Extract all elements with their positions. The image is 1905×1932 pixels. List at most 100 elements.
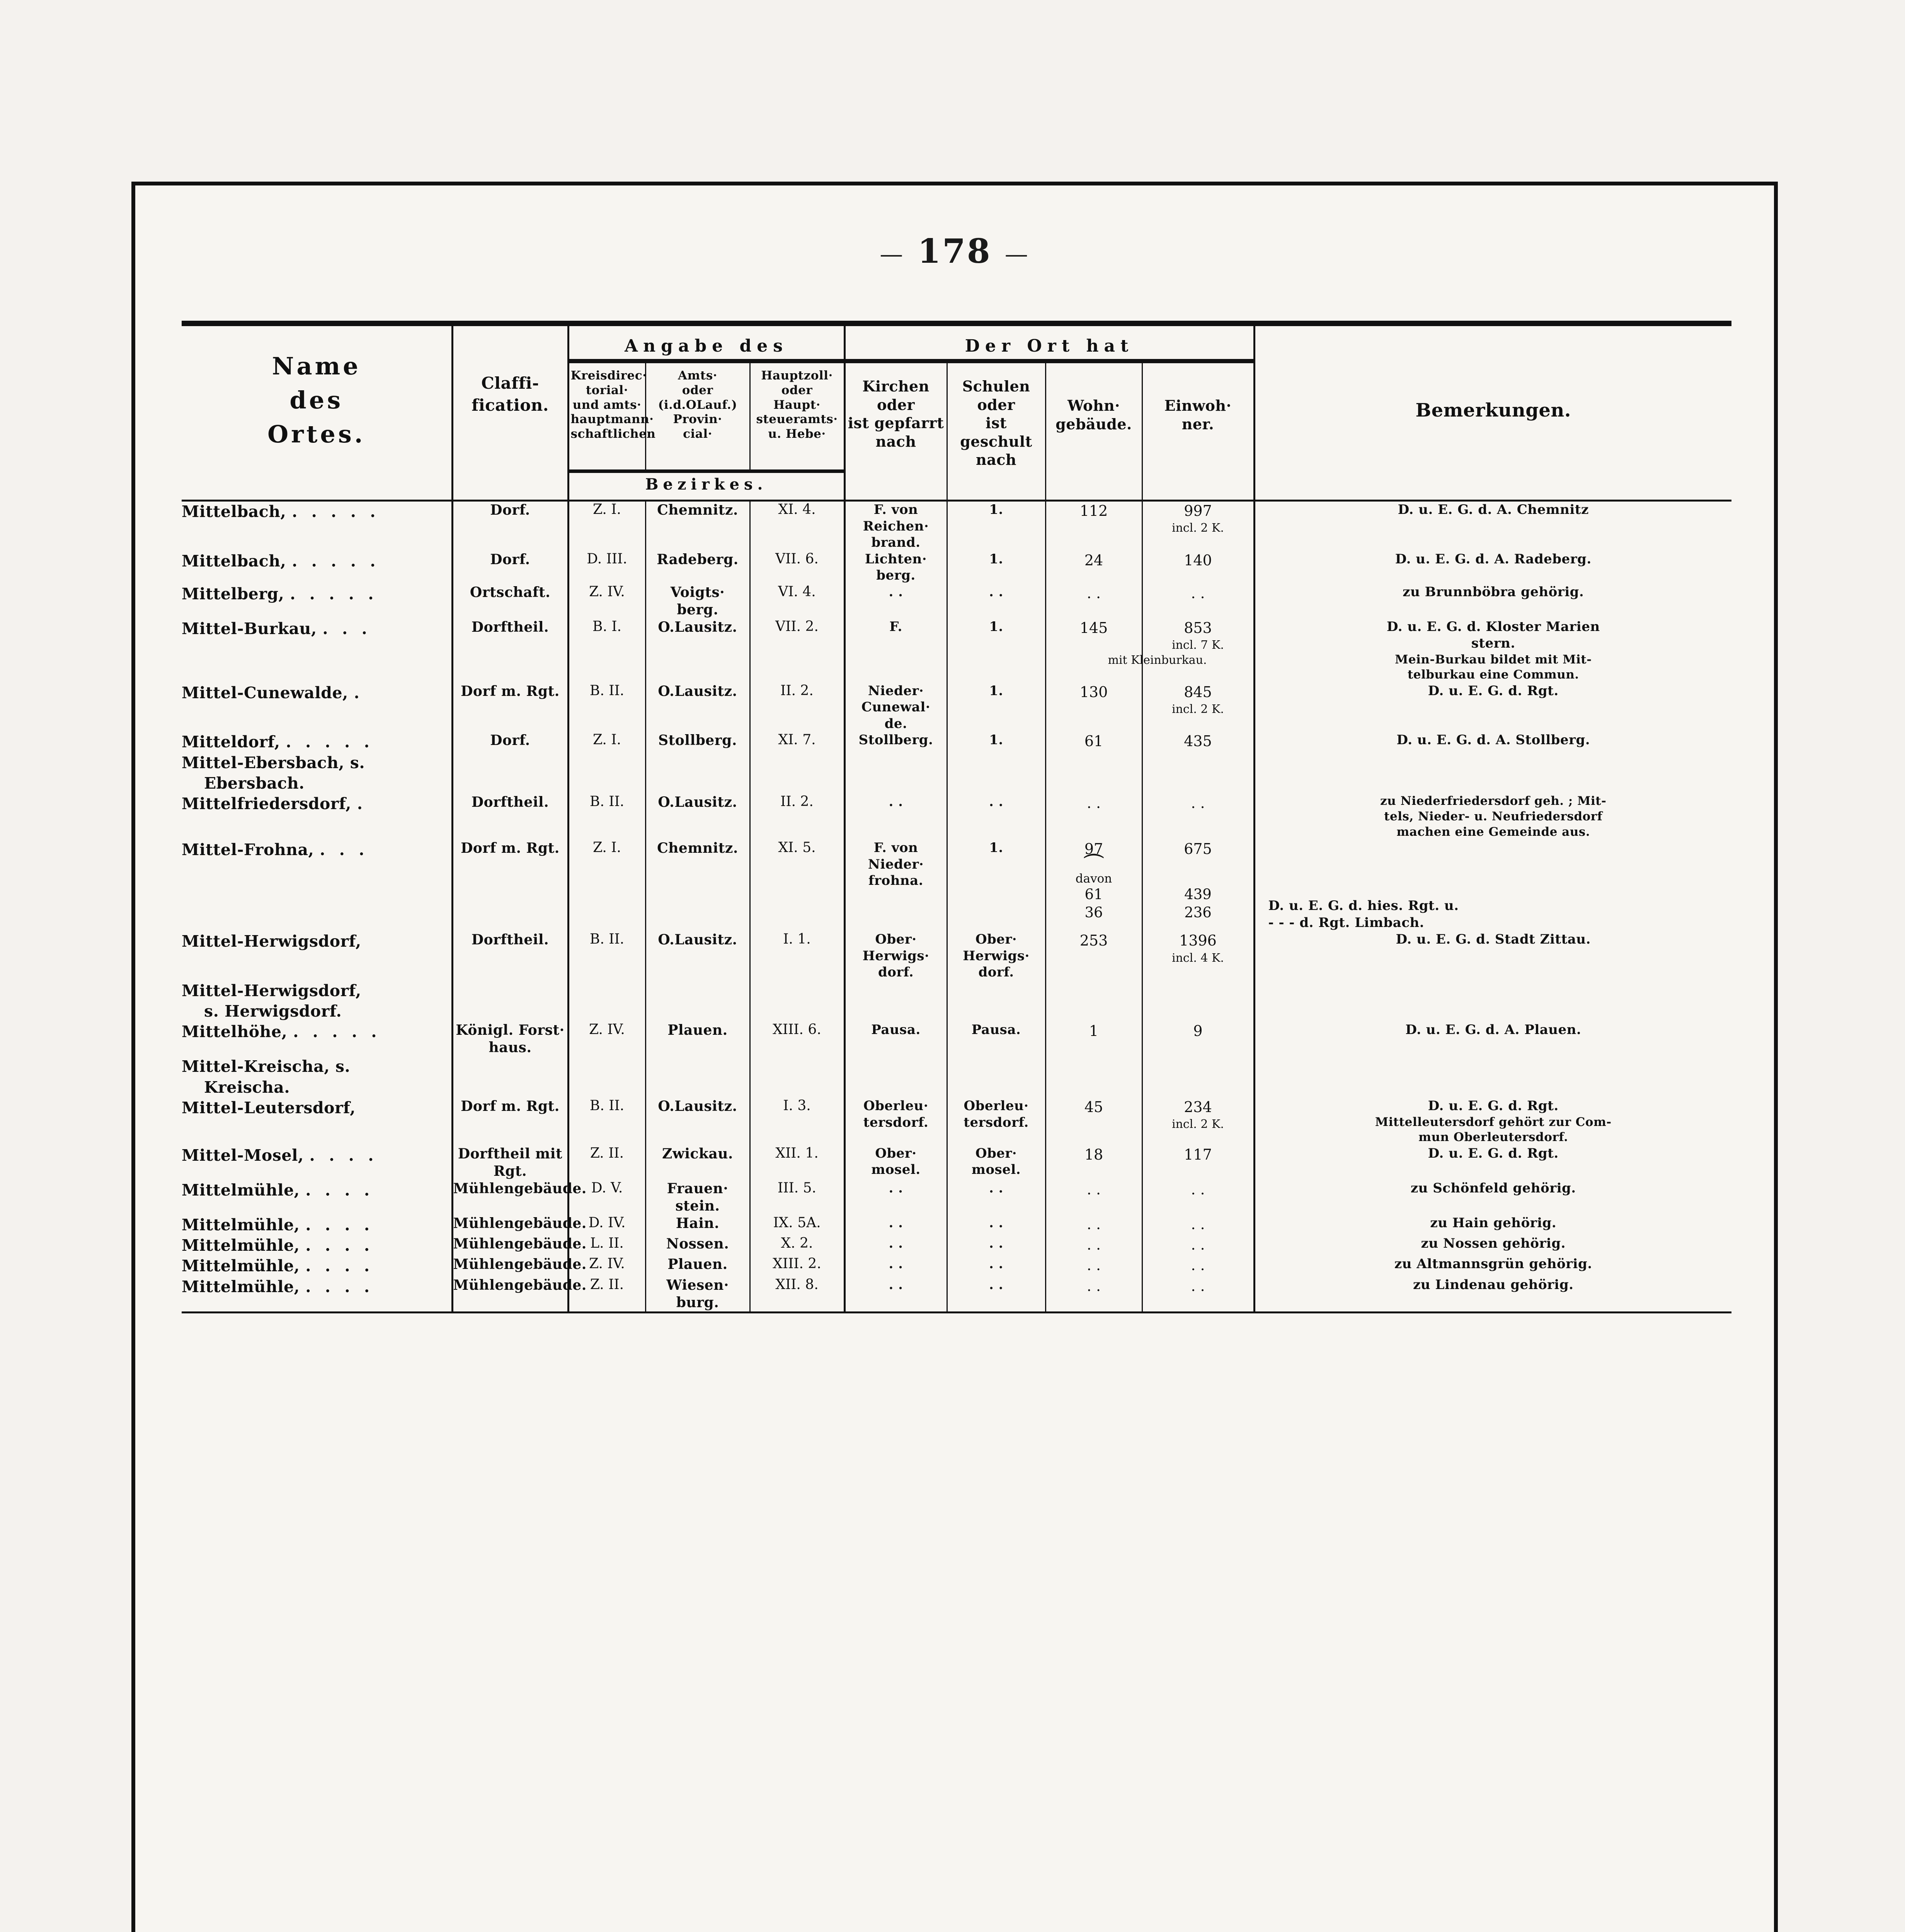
bemerkung-line: zu Niederfriedersdorf geh. ; Mit- <box>1380 794 1607 808</box>
cell-amts-provinzial-bezirk: Radeberg. <box>645 551 751 584</box>
cell-kirchen-gepfarrt: Pausa. <box>844 1022 948 1057</box>
cell-kirchen-gepfarrt: Ober· Herwigs· dorf. <box>844 931 948 981</box>
einwohner-value: 9 <box>1193 1022 1203 1040</box>
einwohner-note: incl. 2 K. <box>1172 1117 1224 1131</box>
cell-kirchen-gepfarrt: . . <box>844 1235 948 1256</box>
cell-hauptzoll-bezirk: I. 1. <box>750 931 846 981</box>
cell-kreisdirectorial-bezirk: B. II. <box>568 682 646 732</box>
header-spacer-einw <box>1142 471 1254 501</box>
cell-schulen-geschult: 1. <box>947 732 1046 753</box>
cell-classification: Mühlengebäude. <box>452 1214 586 1236</box>
table-row: Mittelmühle, . . . . Mühlengebäude. Z. IV.… <box>182 1256 1731 1277</box>
place-name: Mittel-Mosel, <box>182 1146 304 1165</box>
cell-einwohner: . . <box>1142 1214 1255 1236</box>
cell-classification: Dorf m. Rgt. <box>452 1098 569 1145</box>
bemerkung-line: zu Schönfeld gehörig. <box>1410 1180 1576 1196</box>
cell-place-name: Mittelmühle, . . . . <box>182 1256 453 1277</box>
place-name-cont: Kreischa. <box>204 1078 290 1097</box>
cell-amts-provinzial-bezirk: Plauen. <box>645 1022 751 1057</box>
cell-bemerkungen: zu Lindenau gehörig. <box>1254 1276 1732 1313</box>
cell-classification: Dorf m. Rgt. <box>452 840 569 932</box>
leader-dots: . <box>354 683 364 702</box>
cell-amts-provinzial-bezirk: Chemnitz. <box>645 840 751 932</box>
cell-schulen-geschult: 1. <box>947 682 1046 732</box>
wohngebaeude-value: 61 <box>1084 733 1103 750</box>
einwohner-value: 675 <box>1184 840 1212 858</box>
cell-place-name: Mittelfriedersdorf, . <box>182 794 453 840</box>
leader-dots: . . . . . <box>292 502 380 521</box>
cell-place-name: Mittelmühle, . . . . <box>182 1180 453 1215</box>
header-name-line3: Ortes. <box>267 420 366 449</box>
cell-kreisdirectorial-bezirk: B. II. <box>568 931 646 981</box>
cell-einwohner: 117 <box>1142 1145 1255 1180</box>
cell-amts-provinzial-bezirk: Wiesen· burg. <box>645 1276 751 1313</box>
place-name: Mittelfriedersdorf, <box>182 794 351 813</box>
cell-wohngebaeude <box>1045 1056 1143 1098</box>
cell-kirchen-gepfarrt: Oberleu· tersdorf. <box>844 1098 948 1145</box>
table-row: Mittel-Herwigsdorf, s. Herwigsdorf. <box>182 980 1731 1022</box>
davon-label: davon <box>1075 871 1112 886</box>
place-name: Mittelmühle, <box>182 1180 300 1199</box>
table-row: Mittelbach, . . . . . Dorf. Z. I. Chemnitz.… <box>182 500 1732 551</box>
cell-hauptzoll-bezirk: XIII. 6. <box>750 1022 846 1057</box>
wohngebaeude-value: 97 <box>1084 840 1103 858</box>
cell-hauptzoll-bezirk <box>750 752 846 794</box>
header-col-wohngebaeude: Wohn· gebäude. <box>1055 397 1132 433</box>
header-group-row: Name des Ortes. Claffi- fication. Angabe… <box>182 321 1732 501</box>
folio-dash-right: — <box>1004 240 1030 268</box>
folio-dash-left: — <box>880 240 905 268</box>
cell-kirchen-gepfarrt: . . <box>844 1256 948 1277</box>
leader-dots: . . . . <box>305 1215 374 1234</box>
cell-einwohner: . . <box>1142 583 1255 619</box>
cell-kirchen-gepfarrt: . . <box>844 794 948 840</box>
header-classification-line2: fication. <box>472 395 549 415</box>
cell-hauptzoll-bezirk: II. 2. <box>750 682 846 732</box>
cell-wohngebaeude: 18 <box>1045 1145 1143 1180</box>
cell-kirchen-gepfarrt: . . <box>844 1180 948 1215</box>
place-name: Mitteldorf, <box>182 733 280 752</box>
cell-kreisdirectorial-bezirk: D. IV. <box>568 1214 646 1236</box>
cell-schulen-geschult: . . <box>947 794 1046 840</box>
cell-schulen-geschult: Ober· Herwigs· dorf. <box>947 931 1046 981</box>
cell-wohngebaeude: 61 <box>1045 732 1143 753</box>
cell-kirchen-gepfarrt: F. <box>844 618 948 683</box>
table-row: Mittel-Herwigsdorf, Dorftheil. B. II. O.Lau… <box>182 931 1731 981</box>
cell-kreisdirectorial-bezirk: Z. I. <box>568 732 646 753</box>
cell-classification: Mühlengebäude. <box>452 1180 586 1215</box>
cell-classification: Dorf m. Rgt. <box>452 682 569 732</box>
cell-amts-provinzial-bezirk: Plauen. <box>645 1256 751 1277</box>
bemerkung-line: D. u. E. G. d. Rgt. <box>1428 683 1559 699</box>
header-group-derorthat: Der Ort hat <box>965 336 1134 356</box>
cell-schulen-geschult: . . <box>947 1276 1046 1313</box>
place-name: Mittel-Herwigsdorf, <box>182 932 361 951</box>
cell-classification <box>452 752 569 794</box>
cell-classification <box>452 1056 569 1098</box>
einwohner-note: incl. 2 K. <box>1172 521 1224 535</box>
einwohner-value: . . <box>1191 1215 1205 1233</box>
wohngebaeude-value: . . <box>1086 794 1101 812</box>
davon-wohn-value: 36 <box>1084 904 1103 921</box>
cell-place-name: Mittel-Kreischa, s. Kreischa. <box>182 1056 453 1098</box>
cell-schulen-geschult <box>947 752 1046 794</box>
cell-place-name: Mittel-Ebersbach, s. Ebersbach. <box>182 752 453 794</box>
einwohner-value: 853 <box>1184 619 1212 636</box>
cell-kreisdirectorial-bezirk: Z. I. <box>568 840 646 932</box>
cell-schulen-geschult: 1. <box>947 551 1046 584</box>
leader-dots: . . . . <box>305 1236 374 1255</box>
wohngebaeude-value: . . <box>1086 584 1101 602</box>
cell-kreisdirectorial-bezirk <box>568 980 646 1022</box>
leader-dots: . . . <box>322 619 371 638</box>
davon-brace: ⏜ <box>1084 853 1104 878</box>
folio-number: — 178 — <box>135 232 1774 271</box>
wohngebaeude-value: 253 <box>1079 932 1108 949</box>
place-name: Mittel-Burkau, <box>182 619 317 638</box>
bemerkung-line: mun Oberleutersdorf. <box>1418 1130 1568 1145</box>
place-name-cont: Ebersbach. <box>204 774 305 793</box>
cell-schulen-geschult: . . <box>947 1256 1046 1277</box>
cell-amts-provinzial-bezirk: O.Lausitz. <box>645 931 751 981</box>
wohngebaeude-value: . . <box>1086 1215 1101 1233</box>
bemerkung-line: D. u. E. G. d. Kloster Marien <box>1386 619 1600 634</box>
place-name: Mittel-Kreischa, s. <box>182 1057 351 1076</box>
cell-kreisdirectorial-bezirk: Z. IV. <box>568 1022 646 1057</box>
